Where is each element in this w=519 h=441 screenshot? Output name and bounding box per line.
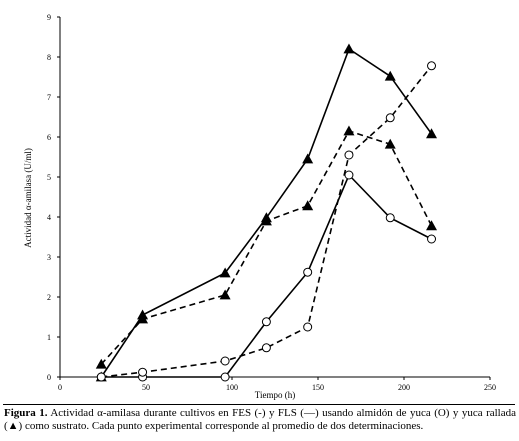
circle-point-marker: [385, 113, 395, 123]
y-axis-title: Actividad α-amilasa (U/ml): [23, 148, 33, 248]
series-4: [96, 61, 437, 382]
circle-point-marker: [427, 61, 437, 71]
circle-point-marker: [220, 356, 230, 366]
x-tick-label: 0: [58, 383, 62, 392]
circle-point-marker: [303, 322, 313, 332]
triangle-point-marker: [302, 200, 314, 211]
y-tick-label: 0: [47, 373, 51, 382]
y-tick-label: 1: [47, 333, 51, 342]
triangle-point-marker: [343, 125, 355, 136]
alpha-amylase-line-chart: 0 1 2 3 4 5 6 7 8 9 0 50 100 150 200 250 Actividad α-a…: [23, 13, 496, 400]
circle-point-marker: [261, 343, 271, 353]
x-tick-label: 100: [226, 383, 238, 392]
series-2: [95, 125, 438, 369]
caption-text: Actividad α-amilasa durante cultivos en …: [4, 407, 516, 432]
caption-label: Figura 1.: [4, 407, 48, 419]
triangle-point-marker: [426, 128, 438, 139]
x-tick-label: 50: [142, 383, 150, 392]
circle-point-marker: [261, 317, 271, 327]
circle-point-marker: [220, 372, 230, 382]
series-1-line: [100, 47, 433, 378]
y-tick-label: 2: [47, 293, 51, 302]
caption-rule: [3, 404, 515, 405]
circle-point-marker: [427, 234, 437, 244]
x-tick-label: 150: [312, 383, 324, 392]
triangle-point-marker: [302, 153, 314, 164]
circle-point-marker: [344, 170, 354, 180]
circle-point-marker: [138, 367, 148, 377]
y-tick-label: 5: [47, 173, 51, 182]
series-4-line: [101, 65, 433, 378]
triangle-point-marker: [384, 70, 396, 81]
series-layer: [95, 43, 438, 382]
x-axis-title: Tiempo (h): [255, 390, 295, 400]
y-tick-label: 9: [47, 13, 51, 22]
triangle-point-marker: [219, 267, 231, 278]
x-tick-label: 200: [398, 383, 410, 392]
circle-point-marker: [385, 213, 395, 223]
triangle-point-marker: [426, 220, 438, 231]
y-axis-ticks: 0 1 2 3 4 5 6 7 8 9: [47, 13, 60, 382]
x-tick-label: 250: [484, 383, 496, 392]
y-tick-label: 7: [47, 93, 51, 102]
series-2-line: [100, 130, 433, 365]
y-tick-label: 6: [47, 133, 51, 142]
triangle-point-marker: [260, 215, 272, 226]
circle-point-marker: [96, 372, 106, 382]
y-tick-label: 4: [47, 213, 51, 222]
circle-point-marker: [344, 150, 354, 160]
triangle-point-marker: [137, 313, 149, 324]
axes: [59, 17, 490, 378]
y-tick-label: 3: [47, 253, 51, 262]
figure-caption: Figura 1. Actividad α-amilasa durante cu…: [4, 407, 516, 433]
triangle-point-marker: [384, 138, 396, 149]
triangle-point-marker: [95, 358, 107, 369]
circle-point-marker: [303, 267, 313, 277]
triangle-point-marker: [219, 289, 231, 300]
series-3-line: [101, 173, 432, 378]
triangle-point-marker: [343, 43, 355, 54]
y-tick-label: 8: [47, 53, 51, 62]
